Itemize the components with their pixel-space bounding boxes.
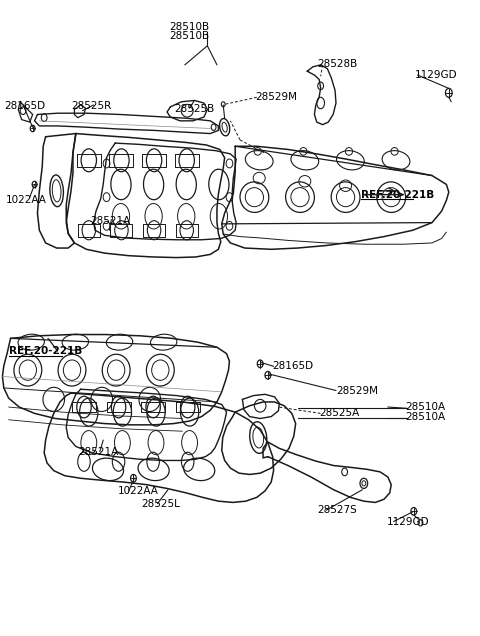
- Text: 28165D: 28165D: [4, 101, 45, 111]
- Text: REF.20-221B: REF.20-221B: [9, 346, 82, 356]
- Text: 1129GD: 1129GD: [386, 516, 429, 527]
- Text: 28527S: 28527S: [317, 505, 357, 515]
- Text: 28525A: 28525A: [320, 408, 360, 418]
- Text: 1129GD: 1129GD: [415, 70, 458, 80]
- Text: 28510A: 28510A: [406, 402, 446, 412]
- Text: 28510B: 28510B: [169, 31, 210, 41]
- Text: 1022AA: 1022AA: [6, 195, 47, 205]
- Text: 28510B: 28510B: [169, 22, 210, 32]
- Text: REF.20-221B: REF.20-221B: [361, 190, 434, 200]
- Text: 28525R: 28525R: [71, 101, 111, 111]
- Text: 28528B: 28528B: [317, 59, 357, 69]
- Text: 28165D: 28165D: [273, 361, 314, 371]
- Text: 28525B: 28525B: [174, 104, 214, 114]
- Text: 28529M: 28529M: [336, 385, 378, 396]
- Text: 28525L: 28525L: [142, 499, 180, 509]
- Text: 1022AA: 1022AA: [118, 486, 158, 496]
- Text: 28529M: 28529M: [255, 92, 298, 102]
- Text: 28521A: 28521A: [78, 446, 118, 457]
- Text: 28510A: 28510A: [406, 412, 446, 422]
- Text: 28521A: 28521A: [90, 216, 131, 226]
